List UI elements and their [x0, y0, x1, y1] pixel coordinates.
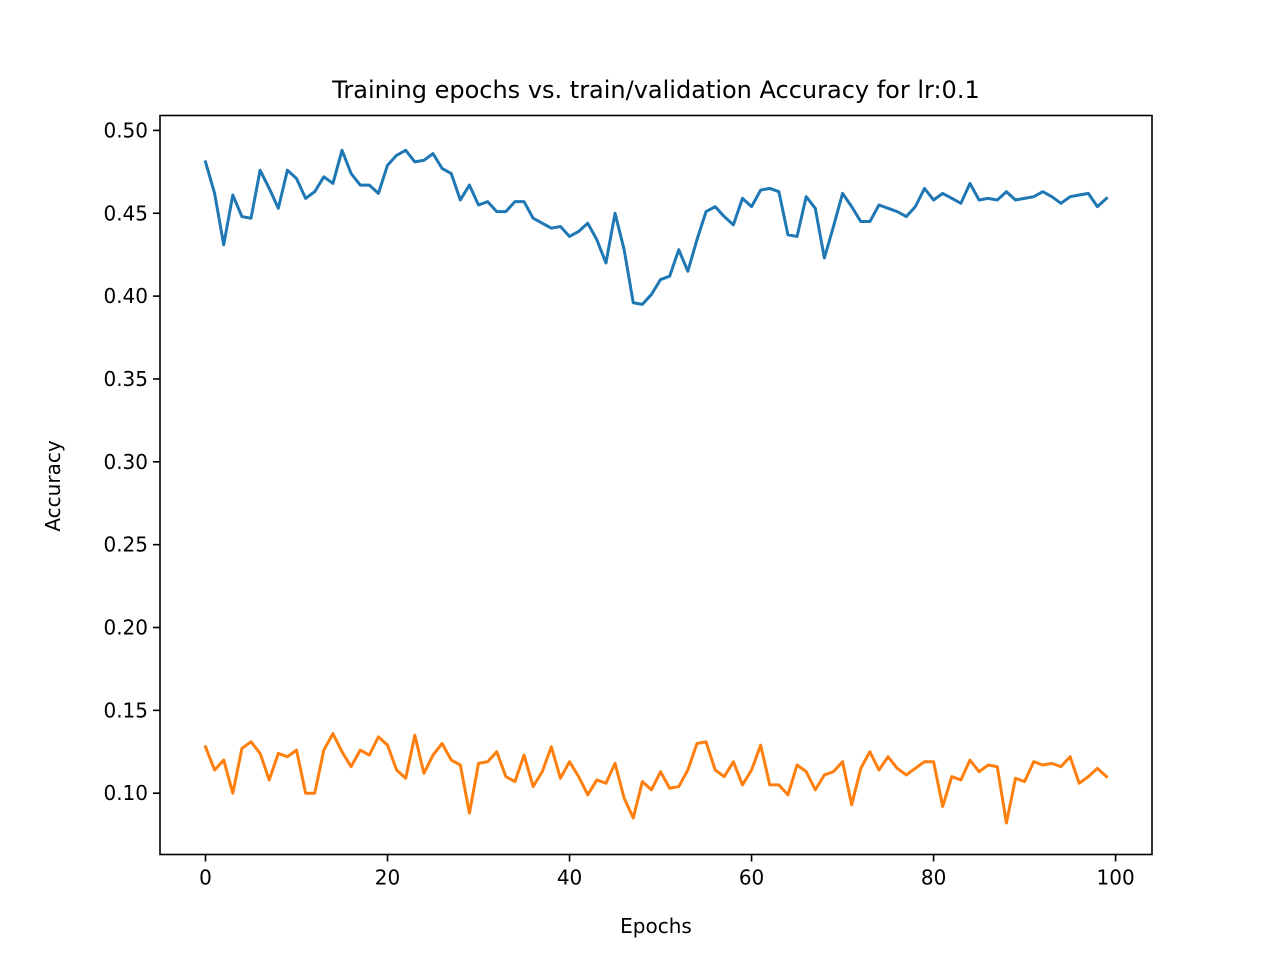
y-tick-label: 0.30 — [103, 450, 148, 474]
y-tick-label: 0.10 — [103, 781, 148, 805]
series-line-1 — [203, 148, 1109, 306]
axes-frame — [159, 114, 1153, 856]
y-axis: 0.10 0.15 0.20 0.25 0.30 0.35 0.40 0.45 0.50 — [103, 118, 160, 805]
x-tick-label: 60 — [739, 866, 764, 890]
y-tick-label: 0.15 — [103, 698, 148, 722]
y-tick-label: 0.45 — [103, 201, 148, 225]
y-tick-label: 0.50 — [103, 118, 148, 142]
y-tick-label: 0.35 — [103, 367, 148, 391]
y-tick-label: 0.40 — [103, 284, 148, 308]
x-axis-label: Epochs — [620, 914, 692, 938]
x-tick-label: 80 — [921, 866, 946, 890]
chart-title: Training epochs vs. train/validation Acc… — [331, 76, 979, 104]
x-tick-label: 0 — [199, 866, 212, 890]
x-tick-label: 100 — [1097, 866, 1135, 890]
x-tick-label: 40 — [557, 866, 582, 890]
y-axis-label: Accuracy — [41, 440, 65, 531]
plot-area — [203, 148, 1109, 825]
x-tick-label: 20 — [375, 866, 400, 890]
y-tick-label: 0.25 — [103, 533, 148, 557]
y-tick-label: 0.20 — [103, 615, 148, 639]
x-axis: 0 20 40 60 80 100 — [199, 854, 1135, 890]
series-line-2 — [203, 732, 1109, 825]
